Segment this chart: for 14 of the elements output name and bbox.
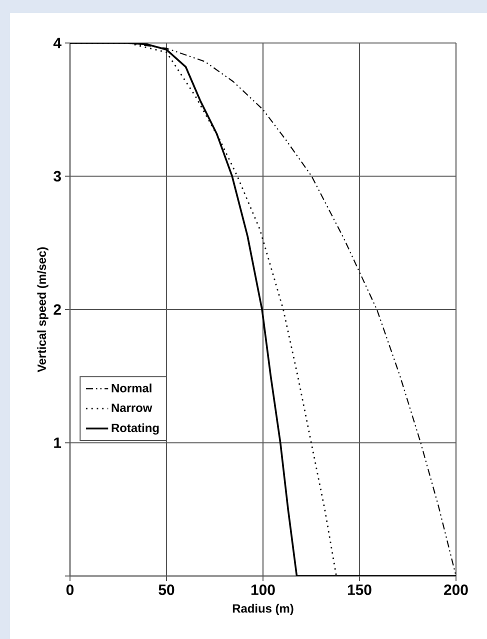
legend-label: Rotating bbox=[112, 423, 159, 435]
x-axis-title: Radius (m) bbox=[232, 604, 294, 616]
legend-label: Normal bbox=[112, 384, 152, 392]
y-axis-title: Vertical speed (m/sec) bbox=[37, 247, 48, 372]
y-tick-label: 4 bbox=[53, 38, 62, 48]
x-tick-label: 100 bbox=[251, 584, 275, 596]
legend-label: Narrow bbox=[112, 404, 152, 412]
y-tick-label: 2 bbox=[54, 304, 61, 315]
x-tick-label: 50 bbox=[158, 584, 174, 596]
x-tick-label: 150 bbox=[348, 584, 372, 596]
x-tick-label: 0 bbox=[66, 584, 74, 596]
y-tick-label: 1 bbox=[54, 438, 62, 448]
y-tick-label: 3 bbox=[54, 170, 61, 182]
x-tick-label: 200 bbox=[444, 584, 468, 596]
